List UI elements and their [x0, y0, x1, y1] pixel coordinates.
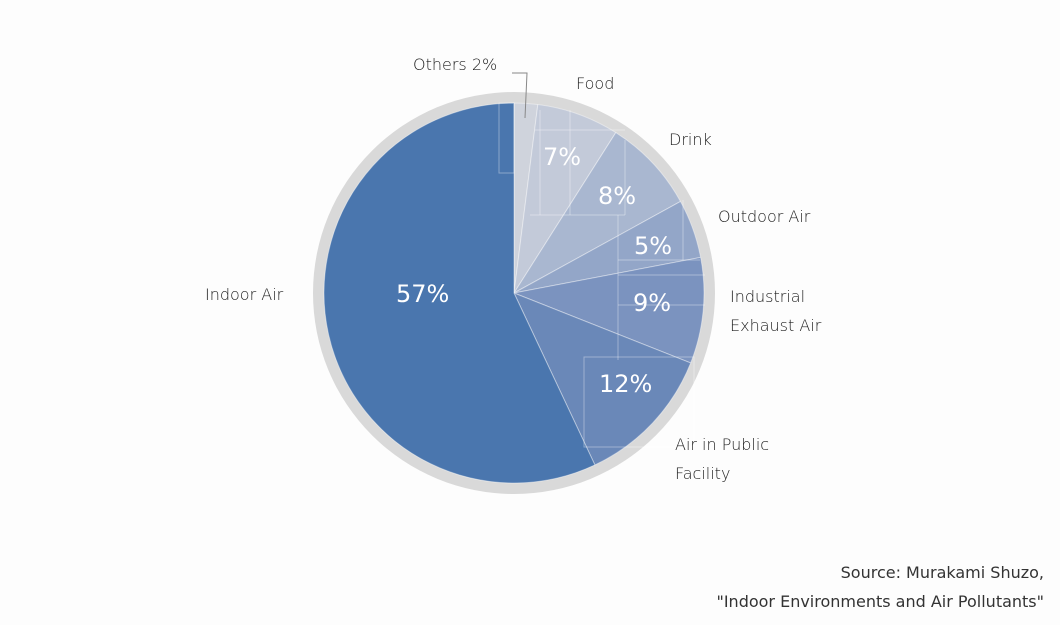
- label-industrial-line2: Exhaust Air: [730, 316, 822, 335]
- label-food: Food: [576, 74, 615, 93]
- source-line2: "Indoor Environments and Air Pollutants": [716, 592, 1044, 611]
- label-indoor-air: Indoor Air: [205, 285, 284, 304]
- pie-slice-drink: [513, 131, 682, 294]
- pct-indoor-air: 57%: [396, 280, 450, 308]
- others-leader-line: [512, 72, 528, 119]
- pie-slice-air-in-public-facility: [513, 292, 692, 466]
- pct-outdoor-air: 5%: [634, 232, 673, 260]
- label-drink: Drink: [669, 130, 712, 149]
- label-public-line2: Facility: [675, 464, 731, 483]
- source-line1: Source: Murakami Shuzo,: [840, 563, 1044, 582]
- label-guide-lines: [498, 102, 705, 448]
- label-others: Others 2%: [413, 55, 498, 74]
- label-outdoor-air: Outdoor Air: [718, 207, 811, 226]
- label-industrial-line1: Industrial: [730, 287, 806, 306]
- pie-slice-industrial-exhaust-air: [512, 256, 705, 364]
- label-public-line1: Air in Public: [675, 435, 770, 454]
- pct-industrial: 9%: [633, 289, 672, 317]
- pct-public-facility: 12%: [599, 370, 653, 398]
- pie-slice-indoor-air: [323, 102, 596, 484]
- pct-food: 7%: [543, 143, 582, 171]
- pie-slices: [323, 102, 705, 484]
- pct-drink: 8%: [598, 182, 637, 210]
- pie-slice-outdoor-air: [513, 200, 702, 294]
- pie-slice-food: [513, 103, 617, 294]
